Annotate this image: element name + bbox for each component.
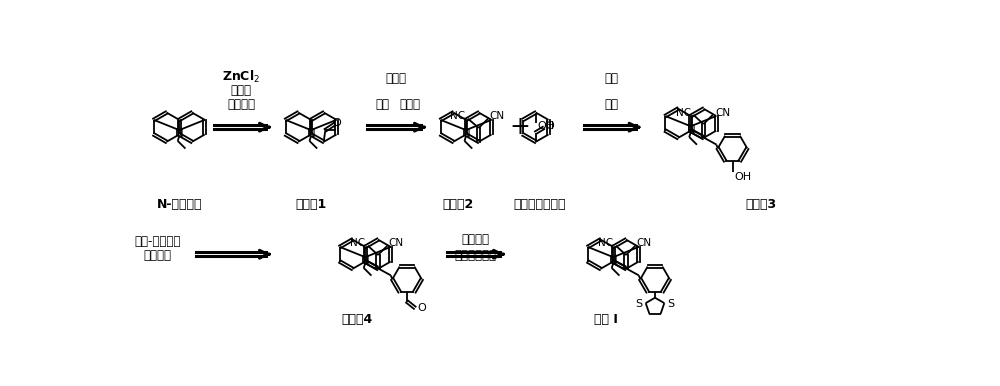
Text: O: O <box>333 118 341 127</box>
Text: CN: CN <box>637 239 652 249</box>
Text: NC: NC <box>598 239 614 249</box>
Text: 乙酰氯: 乙酰氯 <box>231 84 252 97</box>
Text: N: N <box>609 254 618 267</box>
Text: N: N <box>307 127 315 140</box>
Text: 丙二腈: 丙二腈 <box>386 72 407 85</box>
Text: 乙二硫醇: 乙二硫醇 <box>461 233 489 246</box>
Text: OH: OH <box>734 172 751 182</box>
Text: NC: NC <box>450 112 465 121</box>
Text: O: O <box>546 122 555 131</box>
Text: 二氯甲烷: 二氯甲烷 <box>144 249 172 262</box>
Text: NC: NC <box>676 108 691 118</box>
Text: 乙酸銨: 乙酸銨 <box>400 98 421 110</box>
Text: O: O <box>417 303 426 313</box>
Text: 戴斯-馬丁試劑: 戴斯-馬丁試劑 <box>134 235 181 248</box>
Text: 探針 I: 探針 I <box>594 313 617 326</box>
Text: N: N <box>462 127 470 140</box>
Text: N-乙基咔唑: N-乙基咔唑 <box>156 198 202 211</box>
Text: 二氯甲烷: 二氯甲烷 <box>227 98 255 110</box>
Text: 乙醇: 乙醇 <box>605 72 619 85</box>
Text: ZnCl$_2$: ZnCl$_2$ <box>222 69 260 85</box>
Text: S: S <box>667 299 675 309</box>
Text: 乙酸: 乙酸 <box>375 98 389 110</box>
Text: 化合物4: 化合物4 <box>342 313 373 326</box>
Text: CN: CN <box>715 108 730 118</box>
Text: S: S <box>635 299 643 309</box>
Text: OH: OH <box>537 122 554 131</box>
Text: 化合物1: 化合物1 <box>295 198 327 211</box>
Text: NC: NC <box>350 239 366 249</box>
Text: 化合物2: 化合物2 <box>443 198 474 211</box>
Text: N: N <box>686 123 695 136</box>
Text: 哌啶: 哌啶 <box>605 98 619 110</box>
Text: N: N <box>361 254 370 267</box>
Text: 對二羥基苯甲醛: 對二羥基苯甲醛 <box>513 198 566 211</box>
Text: CN: CN <box>490 112 505 121</box>
Text: N: N <box>175 127 184 140</box>
Text: 三氟化硼乙醚: 三氟化硼乙醚 <box>454 249 496 262</box>
Text: 化合物3: 化合物3 <box>745 198 776 211</box>
Text: CN: CN <box>389 239 404 249</box>
Text: +: + <box>510 115 531 139</box>
